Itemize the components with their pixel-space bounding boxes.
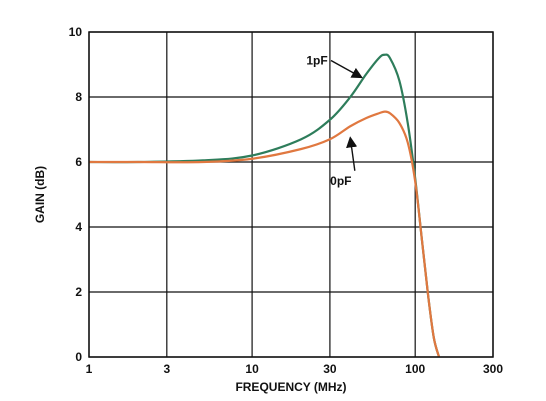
y-axis-label: GAIN (dB) [33,166,47,223]
y-tick-label: 2 [75,285,82,299]
y-tick-label: 0 [75,350,82,364]
y-tick-label: 10 [69,25,83,39]
x-axis-label: FREQUENCY (MHz) [235,380,346,394]
x-tick-label: 1 [86,362,93,376]
plot-frame [88,31,494,358]
x-tick-label: 300 [483,362,503,376]
annotation-arrow [346,136,358,171]
x-tick-label: 100 [405,362,425,376]
annotation-label: 1pF [306,54,327,68]
y-tick-label: 4 [75,220,82,234]
y-axis-ticks: 0 2 4 6 8 10 [69,25,83,364]
annotation-label: 0pF [330,174,351,188]
series-lines [88,53,441,358]
annotation-arrow [330,59,363,79]
x-tick-label: 30 [323,362,337,376]
x-tick-label: 3 [163,362,170,376]
y-tick-label: 8 [75,90,82,104]
grid [88,31,494,358]
x-axis-ticks: 1 3 10 30 100 300 [86,362,504,376]
annotations: 1pF 0pF [306,54,363,188]
series-line-0pF [89,110,441,358]
x-tick-label: 10 [245,362,259,376]
series-line-1pF [88,53,441,358]
y-tick-label: 6 [75,155,82,169]
